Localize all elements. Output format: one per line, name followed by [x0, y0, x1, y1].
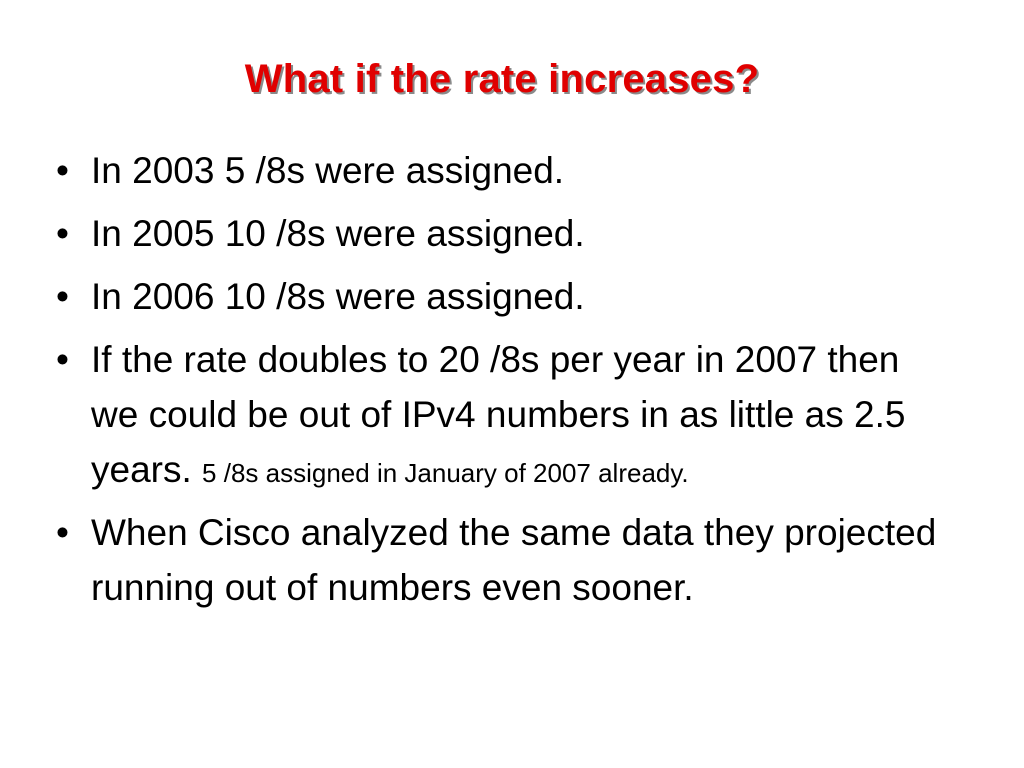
- bullet-dot-icon: •: [56, 276, 69, 317]
- bullet-dot-icon: •: [56, 213, 69, 254]
- bullet-item: • In 2006 10 /8s were assigned.: [56, 269, 956, 324]
- bullet-dot-icon: •: [56, 150, 69, 191]
- bullet-dot-icon: •: [56, 512, 69, 553]
- bullet-list: • In 2003 5 /8s were assigned. • In 2005…: [56, 143, 956, 623]
- bullet-text: When Cisco analyzed the same data they p…: [91, 512, 937, 608]
- bullet-item: • If the rate doubles to 20 /8s per year…: [56, 332, 956, 497]
- bullet-item: • In 2005 10 /8s were assigned.: [56, 206, 956, 261]
- bullet-item: • In 2003 5 /8s were assigned.: [56, 143, 956, 198]
- bullet-item: • When Cisco analyzed the same data they…: [56, 505, 956, 615]
- slide-title: What if the rate increases?: [244, 57, 760, 101]
- bullet-text: In 2006 10 /8s were assigned.: [91, 276, 585, 317]
- bullet-text: If the rate doubles to 20 /8s per year i…: [91, 339, 906, 490]
- bullet-text: In 2005 10 /8s were assigned.: [91, 213, 585, 254]
- bullet-dot-icon: •: [56, 339, 69, 380]
- bullet-note: 5 /8s assigned in January of 2007 alread…: [202, 458, 689, 488]
- bullet-text: In 2003 5 /8s were assigned.: [91, 150, 565, 191]
